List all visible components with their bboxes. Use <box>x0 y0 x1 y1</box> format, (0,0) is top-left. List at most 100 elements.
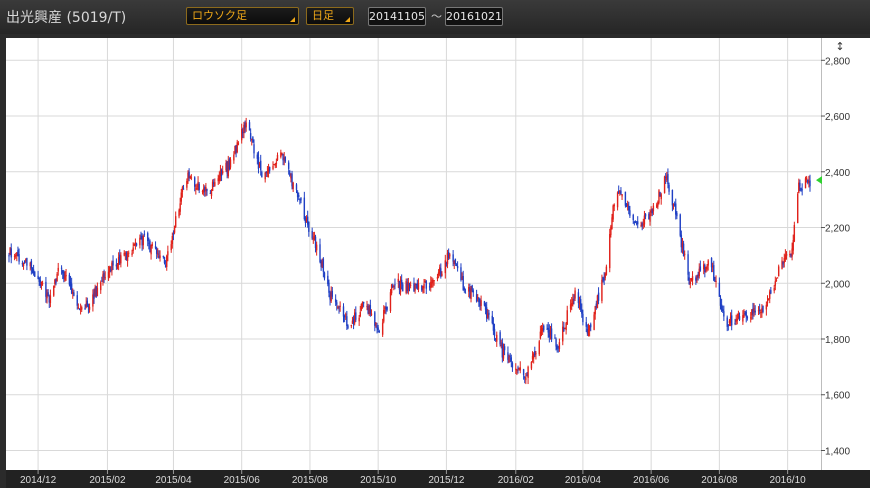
candle-down <box>336 302 338 305</box>
candle-up <box>681 242 684 248</box>
candle-down <box>447 251 450 259</box>
candle-up <box>541 327 544 332</box>
candle-down <box>284 156 287 162</box>
candle-up <box>124 252 127 255</box>
chart-type-select[interactable]: ロウソク足 <box>186 7 299 25</box>
x-tick-label: 2015/06 <box>224 475 261 486</box>
candle-up <box>525 377 527 381</box>
candle-up <box>283 157 285 160</box>
candle-up <box>292 182 294 189</box>
candle-down <box>149 240 151 252</box>
candle-up <box>218 175 221 182</box>
candle-down <box>671 190 674 206</box>
candle-down <box>428 286 431 288</box>
candle-up <box>211 181 214 191</box>
candle-up <box>123 252 125 256</box>
candle-down <box>226 161 228 174</box>
candle-down <box>47 292 49 297</box>
candle-up <box>383 309 385 322</box>
candle-up <box>108 267 111 273</box>
x-tick-label: 2016/04 <box>565 475 602 486</box>
candle-up <box>781 260 783 270</box>
candle-up <box>588 325 591 331</box>
candle-down <box>367 305 369 314</box>
candle-down <box>253 144 255 154</box>
candle-up <box>750 317 752 319</box>
candle-up <box>132 247 134 251</box>
candle-up <box>549 330 552 336</box>
date-range-separator: ～ <box>431 10 442 23</box>
candle-up <box>516 369 518 371</box>
date-from-field[interactable]: 20141105 <box>368 7 426 26</box>
candle-up <box>9 247 11 254</box>
candle-down <box>738 316 741 321</box>
period-select[interactable]: 日足 <box>306 7 354 25</box>
candle-down <box>633 221 636 223</box>
candle-up <box>339 305 341 307</box>
candle-down <box>406 282 408 292</box>
candle-up <box>79 308 82 310</box>
candle-up <box>205 186 207 192</box>
candle-up <box>642 224 645 226</box>
x-tick-label: 2014/12 <box>20 475 57 486</box>
candle-up <box>640 225 642 227</box>
candle-down <box>369 305 372 314</box>
candle-up <box>805 177 808 180</box>
candle-up <box>601 279 603 301</box>
candle-down <box>488 312 490 315</box>
candle-up <box>532 353 535 359</box>
candle-up <box>666 175 668 180</box>
candle-up <box>424 280 426 282</box>
candle-down <box>206 189 208 191</box>
candle-up <box>178 210 180 217</box>
period-select-label: 日足 <box>312 9 334 22</box>
candle-up <box>405 281 407 293</box>
candle-up <box>305 217 308 222</box>
candle-down <box>147 233 149 242</box>
candle-up <box>167 251 169 256</box>
candle-up <box>766 301 769 304</box>
candle-up <box>409 284 412 286</box>
candle-up <box>170 244 172 251</box>
candle-up <box>531 355 534 360</box>
x-tick-label: 2016/10 <box>770 475 807 486</box>
candle-up <box>397 278 400 283</box>
candle-down <box>87 305 90 308</box>
candle-up <box>433 280 435 282</box>
candle-up <box>243 124 245 133</box>
candle-up <box>477 296 479 299</box>
candle-down <box>445 263 448 265</box>
candle-up <box>658 190 660 203</box>
candle-up <box>616 192 619 208</box>
candle-down <box>634 222 637 224</box>
candle-up <box>783 258 785 263</box>
candle-down <box>342 306 345 317</box>
candle-up <box>81 307 83 310</box>
candle-down <box>456 266 459 269</box>
date-to-field[interactable]: 20161021 <box>445 7 503 26</box>
candle-up <box>174 216 177 227</box>
candle-up <box>656 204 658 208</box>
candle-down <box>220 170 223 176</box>
y-tick-label: 2,400 <box>825 168 850 179</box>
candle-down <box>485 307 488 319</box>
candle-down <box>462 276 464 291</box>
candle-down <box>327 275 329 285</box>
candle-up <box>619 191 621 194</box>
candle-down <box>125 253 128 260</box>
candle-down <box>648 213 650 220</box>
candle-down <box>329 295 331 300</box>
candle-down <box>421 285 423 291</box>
candle-down <box>799 182 801 187</box>
candle-down <box>17 250 19 257</box>
candle-up <box>267 168 270 172</box>
candle-up <box>313 236 316 241</box>
scale-toggle-icon[interactable]: ↕ <box>835 40 845 53</box>
candle-down <box>300 198 302 201</box>
candle-down <box>460 267 462 281</box>
candle-up <box>690 278 693 281</box>
candle-down <box>547 327 549 333</box>
candle-up <box>173 226 176 233</box>
candle-up <box>519 367 521 371</box>
candle-down <box>620 190 622 195</box>
